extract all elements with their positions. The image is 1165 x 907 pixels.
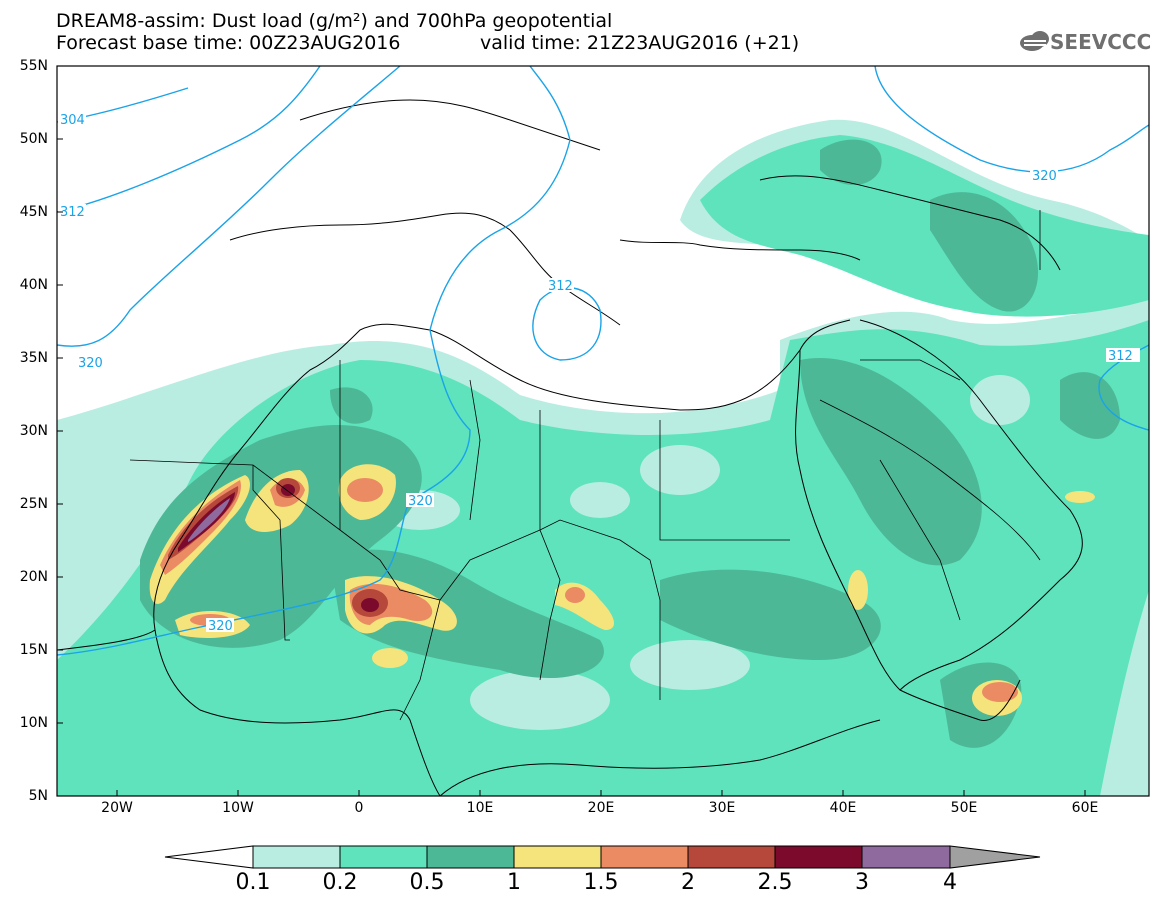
lon-label-50e: 50E: [950, 800, 978, 816]
contour-label-320d: 320: [1032, 169, 1057, 184]
colorbar-bin-1: [513, 845, 602, 869]
lat-label-35n: 35N: [19, 350, 48, 366]
lat-label-55n: 55N: [19, 58, 48, 74]
base-time: Forecast base time: 00Z23AUG2016: [56, 32, 401, 54]
colorbar-arrow-high: [949, 845, 1041, 869]
colorbar: [164, 845, 1041, 869]
lat-label-5n: 5N: [28, 788, 48, 804]
colorbar-arrow-low: [164, 845, 254, 869]
colorbar-label-0.2: 0.2: [322, 870, 358, 895]
contour-label-312: 312: [60, 205, 85, 220]
lon-label-40e: 40E: [829, 800, 857, 816]
colorbar-label-2: 2: [681, 870, 695, 895]
lon-label-20w: 20W: [101, 800, 133, 816]
colorbar-label-1.5: 1.5: [583, 870, 619, 895]
colorbar-bin-0.1: [252, 845, 341, 869]
colorbar-bin-0.5: [426, 845, 515, 869]
contour-label-320c: 320: [208, 619, 233, 634]
map-title: DREAM8-assim: Dust load (g/m²) and 700hP…: [56, 10, 613, 32]
contour-label-304: 304: [60, 113, 85, 128]
lat-label-10n: 10N: [19, 715, 48, 731]
colorbar-bin-1.5: [600, 845, 689, 869]
colorbar-label-3: 3: [855, 870, 869, 895]
contour-label-312c: 312: [1108, 349, 1133, 364]
lon-label-60e: 60E: [1071, 800, 1099, 816]
lon-label-0: 0: [354, 800, 364, 816]
axis-ticks: [57, 65, 1086, 796]
contour-labels: 304 312 320 320 312 320 320 312: [58, 112, 1140, 634]
lat-label-50n: 50N: [19, 131, 48, 147]
lat-label-30n: 30N: [19, 423, 48, 439]
contour-label-320b: 320: [408, 494, 433, 509]
logo-text: SEEVCCC: [1050, 30, 1152, 54]
colorbar-bin-2.5: [774, 845, 863, 869]
colorbar-label-2.5: 2.5: [757, 870, 793, 895]
lon-label-10w: 10W: [222, 800, 254, 816]
colorbar-label-1: 1: [507, 870, 521, 895]
country-borders: [129, 210, 1041, 721]
lon-label-20e: 20E: [587, 800, 615, 816]
colorbar-label-4: 4: [943, 870, 957, 895]
lat-label-40n: 40N: [19, 277, 48, 293]
lat-label-25n: 25N: [19, 496, 48, 512]
lat-label-45n: 45N: [19, 204, 48, 220]
coastlines: [57, 99, 1083, 796]
lat-label-15n: 15N: [19, 642, 48, 658]
colorbar-label-0.5: 0.5: [409, 870, 445, 895]
lon-label-10e: 10E: [466, 800, 494, 816]
lon-label-30e: 30E: [708, 800, 736, 816]
colorbar-bin-2: [687, 845, 776, 869]
contour-label-320: 320: [78, 356, 103, 371]
contour-label-312b: 312: [548, 279, 573, 294]
lat-label-20n: 20N: [19, 569, 48, 585]
colorbar-label-0.1: 0.1: [235, 870, 271, 895]
colorbar-bin-0.2: [339, 845, 428, 869]
valid-time: valid time: 21Z23AUG2016 (+21): [480, 32, 800, 54]
seevccc-logo: [1020, 31, 1049, 51]
dust-level-4: [188, 498, 230, 542]
colorbar-bin-3: [861, 845, 951, 869]
